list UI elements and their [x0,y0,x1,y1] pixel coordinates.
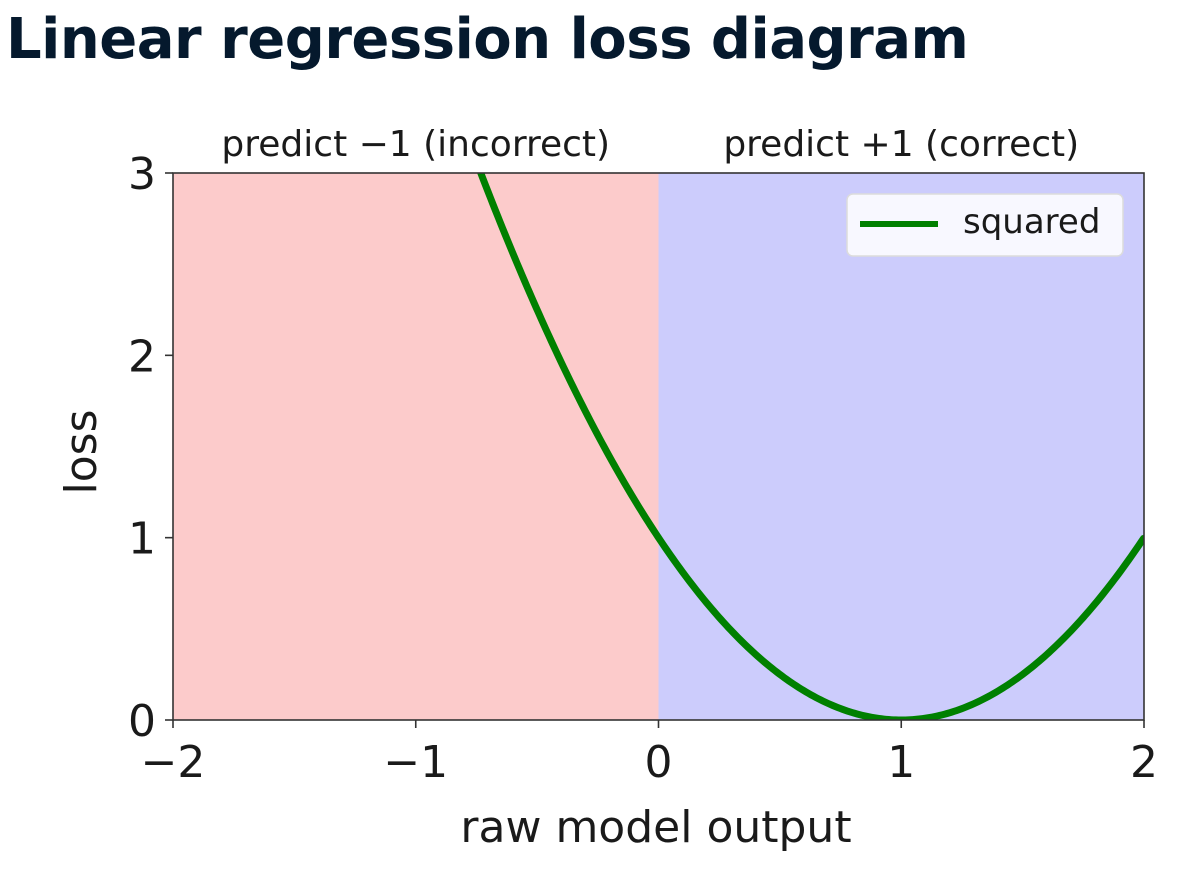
series-layer [477,173,1144,720]
y-tick-label: 3 [128,149,156,200]
y-ticks-layer: 0 1 2 3 [128,149,173,747]
legend-label-squared: squared [963,202,1100,242]
x-tick-label: −2 [141,737,206,788]
region-0 [173,173,659,720]
region-label-0: predict −1 (incorrect) [221,124,610,165]
region-label-1: predict +1 (correct) [723,124,1079,165]
region-1 [658,173,1144,720]
x-ticks-layer: −2 −1 0 1 2 [141,720,1158,788]
x-tick-label: −1 [383,737,448,788]
x-tick-label: 1 [887,737,915,788]
y-tick-label: 1 [128,514,156,565]
y-axis-label: loss [56,410,107,495]
series-line-squared [477,173,1144,720]
x-tick-label: 2 [1130,737,1158,788]
y-tick-label: 0 [128,696,156,747]
region-labels-layer: predict −1 (incorrect) predict +1 (correc… [221,124,1079,165]
page-title: Linear regression loss diagram [6,7,969,72]
y-tick-label: 2 [128,331,156,382]
regions-layer [173,173,1144,720]
x-tick-label: 0 [645,737,673,788]
legend: squared [846,193,1124,257]
x-axis-label: raw model output [460,802,851,853]
legend-box [846,193,1124,257]
